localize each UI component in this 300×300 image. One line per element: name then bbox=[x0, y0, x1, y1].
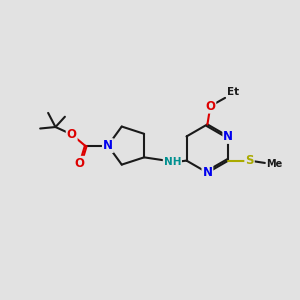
Text: O: O bbox=[67, 128, 77, 141]
Text: Et: Et bbox=[227, 87, 240, 97]
Text: N: N bbox=[202, 166, 212, 179]
Text: N: N bbox=[103, 139, 113, 152]
Text: O: O bbox=[75, 157, 85, 170]
Text: NH: NH bbox=[164, 157, 181, 167]
Text: S: S bbox=[245, 154, 254, 167]
Text: O: O bbox=[206, 100, 215, 112]
Text: Me: Me bbox=[267, 159, 283, 169]
Text: N: N bbox=[223, 130, 233, 143]
